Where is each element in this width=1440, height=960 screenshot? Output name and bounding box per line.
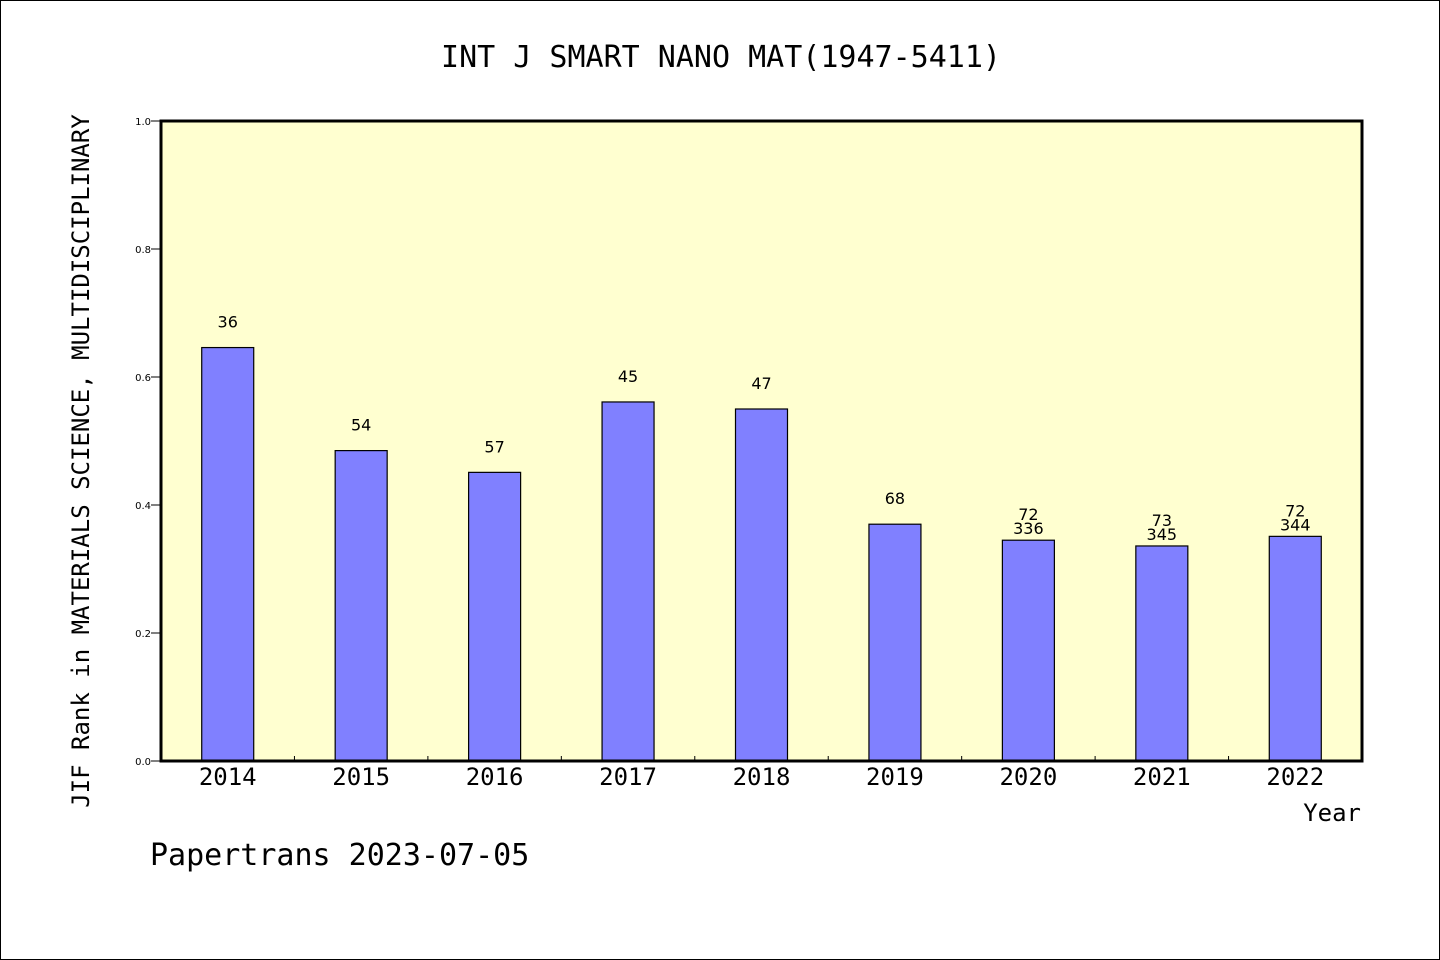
bar-2014	[201, 346, 255, 762]
y-tick-label: 0.4	[135, 501, 151, 512]
x-tick-label-2017: 2017	[599, 763, 657, 791]
y-tick-label: 0.0	[135, 757, 151, 768]
bar-label-2021-1: 73	[1152, 511, 1172, 530]
bar-2022	[1268, 535, 1322, 762]
bar-label-2018-1: 47	[751, 374, 771, 393]
y-tick-label: 1.0	[135, 117, 151, 128]
x-tick-label-2022: 2022	[1266, 763, 1324, 791]
bar-label-2017-1: 45	[618, 367, 638, 386]
bar-label-2022-1: 72	[1285, 501, 1305, 520]
bar-label-2022-2: 344	[1280, 515, 1311, 534]
bar-label-2020-2: 336	[1013, 519, 1044, 538]
plot-frame	[159, 119, 1364, 763]
x-tick-label-2018: 2018	[733, 763, 791, 791]
y-tick-label: 0.8	[135, 245, 151, 256]
x-tick-label-2021: 2021	[1133, 763, 1191, 791]
x-tick-label-2020: 2020	[999, 763, 1057, 791]
y-tick-label: 0.6	[135, 373, 151, 384]
bar-2020	[1001, 539, 1055, 762]
bar-label-2016-1: 57	[484, 437, 504, 456]
bar-label-2015-1: 54	[351, 416, 371, 435]
x-tick-label-2019: 2019	[866, 763, 924, 791]
y-axis-label: JIF Rank in MATERIALS SCIENCE, MULTIDISC…	[67, 114, 95, 808]
x-axis-ticks: 2014 2015 2016 2017 2018 2019 2020 2021 2022	[199, 756, 1324, 791]
bar-label-2020-1: 72	[1018, 505, 1038, 524]
chart-title: INT J SMART NANO MAT(1947-5411)	[441, 40, 1001, 75]
bar-2016	[468, 471, 522, 762]
x-tick-label-2016: 2016	[466, 763, 524, 791]
bar-label-2014-1: 36	[218, 313, 238, 332]
x-tick-label-2015: 2015	[332, 763, 390, 791]
footer-credit: Papertrans 2023-07-05	[150, 838, 529, 873]
bars-layer	[201, 346, 1322, 762]
bar-2015	[334, 450, 388, 762]
x-tick-label-2014: 2014	[199, 763, 257, 791]
bar-label-2019-1: 68	[885, 489, 905, 508]
x-axis-label: Year	[1303, 799, 1361, 827]
y-axis-ticks: 0.0 0.2 0.4 0.6 0.8 1.0	[135, 117, 161, 768]
bar-label-2021-2: 345	[1147, 525, 1178, 544]
bar-2019	[868, 523, 922, 762]
bar-2017	[601, 401, 655, 762]
bar-2021	[1135, 545, 1189, 762]
y-tick-label: 0.2	[135, 629, 151, 640]
bar-2018	[734, 408, 789, 762]
